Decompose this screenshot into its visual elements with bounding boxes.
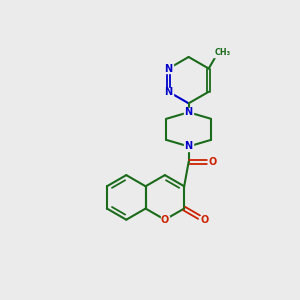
Bar	[160, 216, 169, 224]
Text: N: N	[184, 107, 193, 117]
Text: O: O	[200, 215, 208, 225]
Bar	[164, 64, 173, 73]
Text: N: N	[184, 141, 193, 152]
Text: O: O	[161, 215, 169, 225]
Bar	[208, 158, 217, 166]
Text: O: O	[208, 157, 217, 167]
Text: CH₃: CH₃	[214, 48, 230, 57]
Text: N: N	[164, 64, 172, 74]
Text: N: N	[164, 87, 172, 97]
Bar	[200, 216, 208, 224]
Bar	[212, 49, 232, 57]
Bar	[184, 108, 193, 116]
Bar	[184, 142, 193, 151]
Bar	[164, 88, 173, 96]
